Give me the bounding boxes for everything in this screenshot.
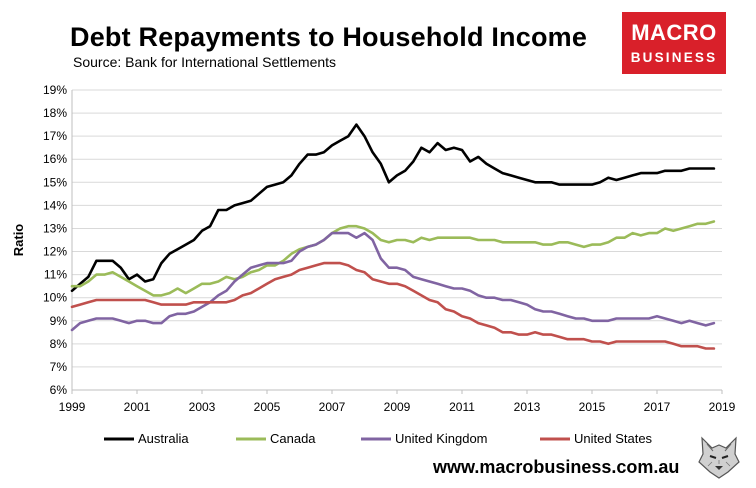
x-tick-label: 1999 — [59, 400, 86, 414]
series-line-canada — [70, 220, 716, 297]
y-tick-label: 7% — [50, 360, 68, 374]
website-url: www.macrobusiness.com.au — [433, 457, 680, 477]
legend-label-australia: Australia — [138, 431, 189, 446]
y-tick-label: 10% — [43, 291, 67, 305]
y-tick-label: 16% — [43, 152, 67, 166]
x-tick-label: 2013 — [514, 400, 541, 414]
y-tick-label: 13% — [43, 221, 67, 235]
y-axis-label: Ratio — [11, 224, 26, 257]
y-tick-label: 11% — [44, 268, 67, 282]
y-tick-label: 14% — [43, 198, 67, 212]
chart-subtitle: Source: Bank for International Settlemen… — [73, 54, 337, 70]
y-tick-label: 12% — [43, 245, 67, 259]
wolf-logo-icon — [698, 436, 740, 479]
x-tick-label: 2003 — [189, 400, 216, 414]
series-line-united-states — [70, 261, 716, 350]
legend-label-united-kingdom: United Kingdom — [395, 431, 488, 446]
y-tick-label: 9% — [50, 314, 68, 328]
legend-label-united-states: United States — [574, 431, 653, 446]
logo-line-1: MACRO — [631, 20, 717, 45]
y-tick-label: 18% — [43, 106, 67, 120]
y-tick-label: 19% — [43, 83, 67, 97]
x-tick-label: 2001 — [124, 400, 151, 414]
x-tick-label: 2015 — [579, 400, 606, 414]
series-line-united-kingdom — [70, 231, 716, 332]
y-tick-label: 17% — [43, 129, 67, 143]
y-tick-label: 6% — [50, 383, 68, 397]
series-line-australia — [70, 123, 716, 293]
logo-line-2: BUSINESS — [630, 50, 718, 65]
y-tick-label: 15% — [43, 175, 67, 189]
legend-label-canada: Canada — [270, 431, 316, 446]
x-tick-label: 2011 — [449, 400, 475, 414]
x-tick-label: 2019 — [709, 400, 736, 414]
x-tick-label: 2017 — [644, 400, 671, 414]
x-tick-label: 2005 — [254, 400, 281, 414]
y-tick-label: 8% — [50, 337, 68, 351]
x-tick-label: 2007 — [319, 400, 346, 414]
macrobusiness-logo: MACRO BUSINESS — [622, 12, 726, 74]
x-tick-label: 2009 — [384, 400, 411, 414]
chart-title: Debt Repayments to Household Income — [70, 22, 588, 52]
